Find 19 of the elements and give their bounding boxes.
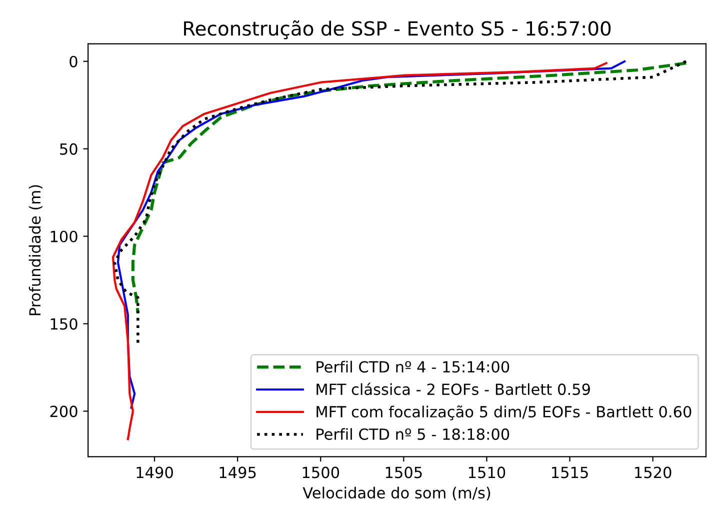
x-tick-label: 1495 <box>220 466 256 478</box>
x-tick-label: 1500 <box>302 466 340 478</box>
y-tick-label: 100 <box>50 230 78 242</box>
y-tick-label: 0 <box>70 56 78 68</box>
legend-label: MFT clássica - 2 EOFs - Bartlett 0.59 <box>316 382 590 396</box>
x-tick-label: 1515 <box>552 466 588 478</box>
legend-label: Perfil CTD nº 4 - 15:14:00 <box>316 360 510 373</box>
chart-title: Reconstrução de SSP - Evento S5 - 16:57:00 <box>184 20 611 40</box>
x-tick-label: 1490 <box>136 466 173 478</box>
x-tick-label: 1510 <box>468 466 506 478</box>
y-axis-title: Profundidade (m) <box>28 185 42 316</box>
x-tick-label: 1505 <box>386 466 422 478</box>
x-axis-title: Velocidade do som (m/s) <box>302 486 490 500</box>
y-tick-label: 200 <box>50 406 78 418</box>
y-tick-label: 50 <box>60 143 78 155</box>
y-tick-label: 150 <box>50 318 78 330</box>
legend-label: MFT com focalização 5 dim/5 EOFs - Bartlett 0.60 <box>316 405 692 420</box>
x-tick-label: 1520 <box>635 466 672 478</box>
legend-label: Perfil CTD nº 5 - 18:18:00 <box>316 428 510 440</box>
